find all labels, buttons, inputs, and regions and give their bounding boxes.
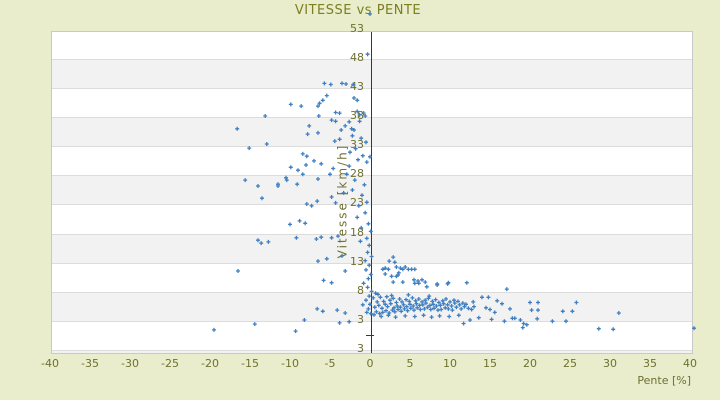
x-tick-label: -10 (281, 357, 299, 370)
plot-band (52, 58, 692, 88)
gridline (52, 146, 692, 147)
plot-band (52, 233, 692, 263)
x-tick-label: 20 (523, 357, 537, 370)
gridline (52, 263, 692, 264)
y-tick-label: 8 (357, 284, 364, 297)
y-tick-label: 13 (350, 255, 364, 268)
x-tick-label: -25 (161, 357, 179, 370)
y-tick-label: 23 (350, 196, 364, 209)
gridline (52, 234, 692, 235)
x-tick-label: 5 (406, 357, 414, 370)
y-tick-label: 43 (350, 80, 364, 93)
x-tick-label: 30 (603, 357, 617, 370)
gridline (52, 175, 692, 176)
plot-band (52, 116, 692, 147)
y-tick-label: 48 (350, 51, 364, 64)
plot-band (52, 350, 692, 353)
gridline (52, 204, 692, 205)
x-tick-label: -30 (121, 357, 139, 370)
gridline (52, 59, 692, 60)
x-tick-label: 35 (643, 357, 657, 370)
gridline (52, 321, 692, 322)
y-tick-label: 28 (350, 167, 364, 180)
y-tick-label: 3 (357, 313, 364, 326)
y-tick-label: 38 (350, 109, 364, 122)
x-tick-label: -35 (81, 357, 99, 370)
y-tick-label: 33 (350, 138, 364, 151)
chart-title: VITESSE vs PENTE (294, 3, 422, 18)
x-tick-label: -5 (324, 357, 336, 370)
gridline (52, 350, 692, 351)
x-tick-label: -40 (41, 357, 59, 370)
axis-tick-mark (366, 335, 374, 336)
x-tick-label: -15 (241, 357, 259, 370)
gridline (52, 117, 692, 118)
y-tick-label: 3 (357, 342, 364, 355)
x-axis-title: Pente [%] (637, 374, 691, 387)
gridline (52, 88, 692, 89)
x-tick-label: 40 (683, 357, 697, 370)
zero-axis-line (371, 32, 372, 353)
y-tick-label: 18 (350, 226, 364, 239)
x-tick-label: 15 (483, 357, 497, 370)
x-tick-label: -20 (201, 357, 219, 370)
gridline (52, 292, 692, 293)
x-tick-label: 0 (366, 357, 374, 370)
plot-band (52, 291, 692, 321)
y-tick-label: 53 (350, 22, 364, 35)
x-tick-label: 25 (563, 357, 577, 370)
plot-band (52, 175, 692, 205)
plot-area (51, 31, 693, 354)
x-tick-label: 10 (443, 357, 457, 370)
